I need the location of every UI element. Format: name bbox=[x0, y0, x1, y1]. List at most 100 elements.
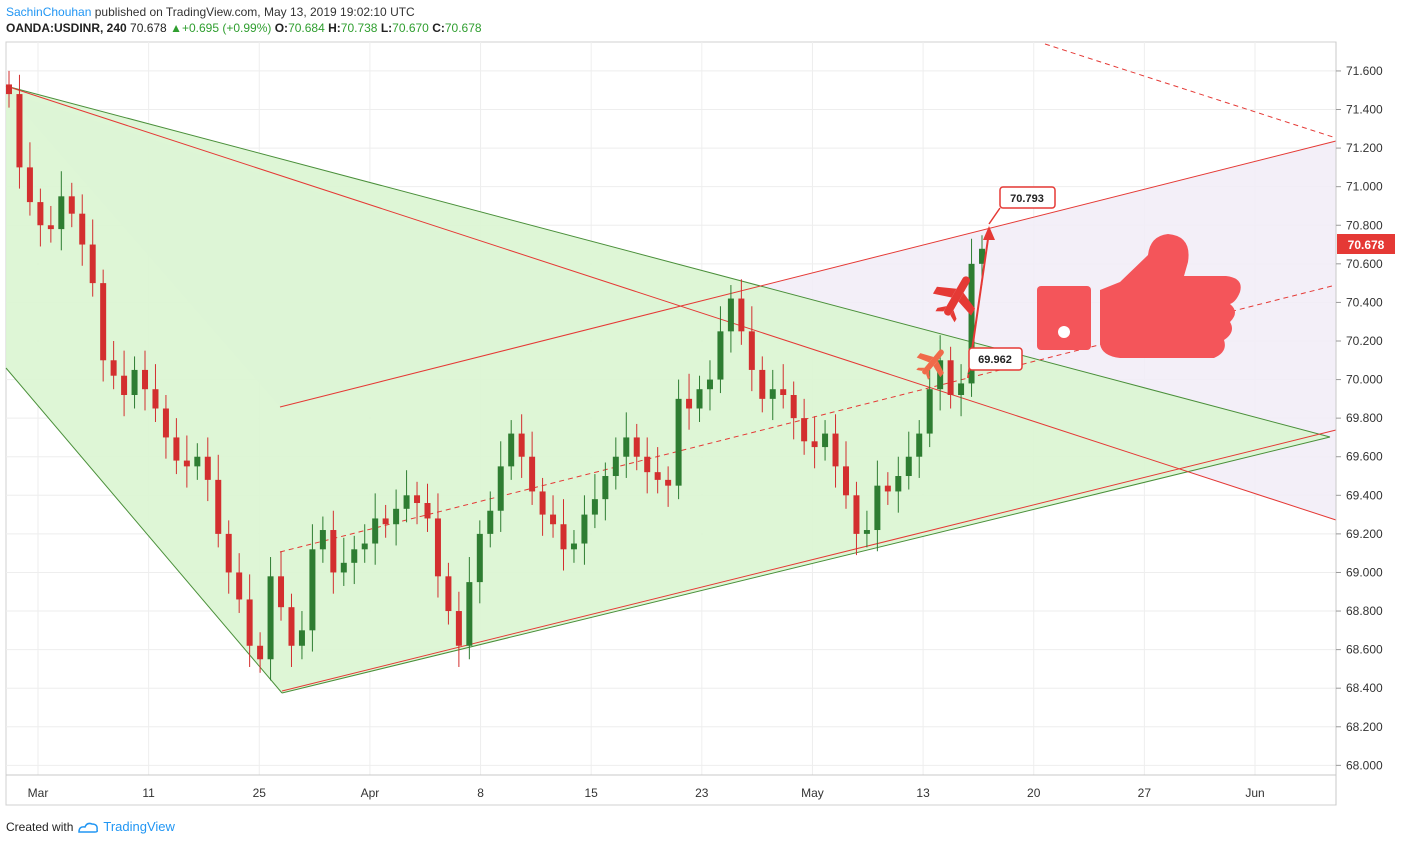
candle[interactable] bbox=[278, 551, 285, 621]
candle[interactable] bbox=[717, 306, 724, 394]
candle[interactable] bbox=[351, 535, 358, 585]
candle[interactable] bbox=[6, 70, 12, 108]
candle[interactable] bbox=[842, 441, 849, 509]
candle[interactable] bbox=[330, 510, 337, 594]
candle[interactable] bbox=[476, 520, 483, 604]
tradingview-brand[interactable]: TradingView bbox=[103, 819, 175, 834]
candle[interactable] bbox=[602, 462, 609, 521]
support-callout[interactable]: 69.962 bbox=[967, 347, 1023, 375]
candle[interactable] bbox=[916, 420, 923, 478]
candle[interactable] bbox=[853, 481, 860, 556]
candle[interactable] bbox=[466, 557, 473, 660]
candle[interactable] bbox=[162, 394, 169, 459]
candle[interactable] bbox=[508, 420, 515, 480]
candle[interactable] bbox=[675, 379, 682, 500]
candle[interactable] bbox=[591, 474, 598, 529]
candle[interactable] bbox=[445, 562, 452, 625]
candle[interactable] bbox=[215, 454, 222, 548]
candle[interactable] bbox=[811, 416, 818, 469]
candle[interactable] bbox=[393, 489, 400, 546]
candle[interactable] bbox=[696, 375, 703, 423]
candle[interactable] bbox=[26, 142, 33, 216]
channel-mid-line[interactable] bbox=[279, 284, 1337, 553]
candle[interactable] bbox=[110, 340, 117, 390]
channel-upper-line[interactable] bbox=[279, 140, 1337, 408]
upper-dashed-line[interactable] bbox=[1044, 43, 1337, 139]
candle[interactable] bbox=[455, 591, 462, 667]
candle[interactable] bbox=[100, 269, 107, 382]
price-axis[interactable]: 71.600 71.400 71.200 71.000 70.800 70.600 70.4… bbox=[1336, 64, 1383, 772]
candle[interactable] bbox=[822, 420, 829, 461]
candle[interactable] bbox=[884, 472, 891, 505]
candle[interactable] bbox=[403, 470, 410, 523]
time-axis[interactable]: Mar 11 25 Apr 8 15 23 May 13 20 27 Jun bbox=[28, 786, 1265, 800]
candle[interactable] bbox=[612, 437, 619, 490]
candle[interactable] bbox=[79, 194, 86, 266]
candle[interactable] bbox=[131, 356, 138, 409]
wedge-left-line[interactable] bbox=[5, 367, 283, 694]
candle[interactable] bbox=[372, 493, 379, 565]
candle[interactable] bbox=[225, 520, 232, 594]
candle[interactable] bbox=[47, 205, 54, 243]
candle[interactable] bbox=[769, 369, 776, 421]
candle[interactable] bbox=[686, 373, 693, 430]
candle[interactable] bbox=[319, 516, 326, 563]
candle[interactable] bbox=[68, 182, 75, 228]
channel-lower-line[interactable] bbox=[5, 85, 1337, 521]
candle[interactable] bbox=[780, 364, 787, 409]
candle[interactable] bbox=[926, 369, 933, 448]
candle[interactable] bbox=[361, 524, 368, 563]
candle[interactable] bbox=[173, 418, 180, 475]
candle[interactable] bbox=[414, 481, 421, 525]
candle[interactable] bbox=[832, 414, 839, 488]
author-link[interactable]: SachinChouhan bbox=[6, 5, 92, 19]
candle[interactable] bbox=[874, 460, 881, 552]
candle[interactable] bbox=[863, 510, 870, 548]
candle[interactable] bbox=[801, 398, 808, 455]
candle[interactable] bbox=[529, 431, 536, 505]
candle[interactable] bbox=[644, 437, 651, 494]
candle[interactable] bbox=[539, 477, 546, 536]
candle[interactable] bbox=[121, 350, 128, 417]
candle[interactable] bbox=[152, 364, 159, 423]
candle[interactable] bbox=[257, 632, 264, 673]
candle[interactable] bbox=[738, 279, 745, 345]
candle[interactable] bbox=[560, 499, 567, 571]
candle[interactable] bbox=[958, 364, 965, 417]
candle[interactable] bbox=[142, 350, 149, 411]
candle[interactable] bbox=[570, 530, 577, 563]
support-red-line[interactable] bbox=[281, 429, 1337, 692]
candle[interactable] bbox=[183, 435, 190, 488]
candle[interactable] bbox=[267, 557, 274, 681]
candle[interactable] bbox=[759, 356, 766, 413]
candle[interactable] bbox=[895, 456, 902, 513]
candle[interactable] bbox=[194, 443, 201, 480]
candle[interactable] bbox=[236, 553, 243, 613]
candle[interactable] bbox=[581, 495, 588, 565]
candle[interactable] bbox=[16, 74, 23, 189]
candle[interactable] bbox=[89, 219, 96, 297]
candle[interactable] bbox=[434, 493, 441, 598]
candle[interactable] bbox=[58, 171, 65, 251]
candle[interactable] bbox=[288, 593, 295, 667]
candle[interactable] bbox=[37, 188, 44, 247]
candle[interactable] bbox=[497, 441, 504, 532]
wedge-lower-line[interactable] bbox=[281, 436, 1331, 694]
candle[interactable] bbox=[382, 504, 389, 538]
candle[interactable] bbox=[727, 285, 734, 353]
candle[interactable] bbox=[905, 431, 912, 490]
candle[interactable] bbox=[665, 466, 672, 507]
candle[interactable] bbox=[340, 537, 347, 586]
candle[interactable] bbox=[550, 495, 557, 538]
candle[interactable] bbox=[947, 346, 954, 409]
candle[interactable] bbox=[623, 412, 630, 478]
candle[interactable] bbox=[748, 306, 755, 392]
candle[interactable] bbox=[790, 381, 797, 440]
candle[interactable] bbox=[706, 360, 713, 411]
candle[interactable] bbox=[487, 491, 494, 548]
candle[interactable] bbox=[298, 611, 305, 660]
wedge-upper-line[interactable] bbox=[5, 85, 1331, 438]
target-callout[interactable]: 70.793 bbox=[988, 186, 1056, 225]
candle[interactable] bbox=[204, 437, 211, 502]
